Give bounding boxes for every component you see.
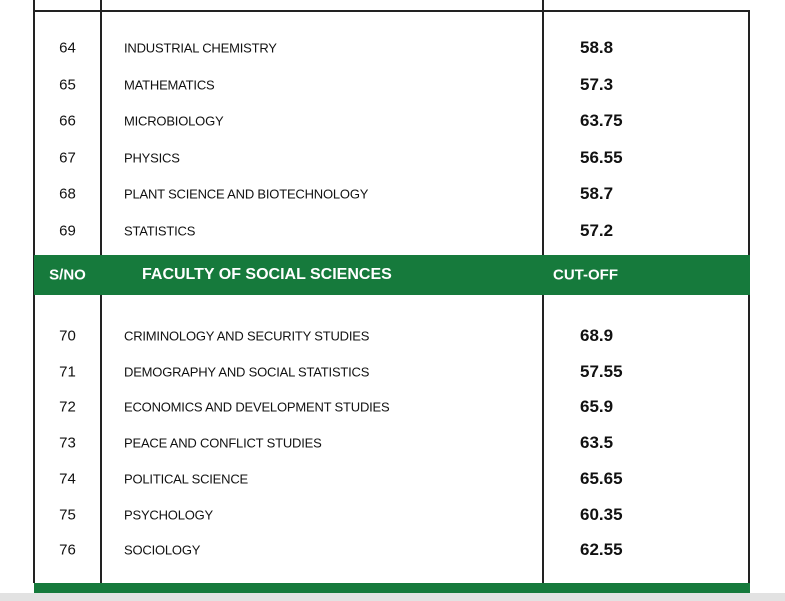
cut-off-score: 58.8	[580, 38, 614, 57]
department-name: INDUSTRIAL CHEMISTRY	[124, 40, 277, 56]
serial-number: 67	[59, 149, 76, 167]
cut-off-score: 65.65	[580, 468, 623, 488]
cut-off-score: 58.7	[580, 184, 614, 204]
serial-number: 74	[59, 470, 76, 488]
department-name: PEACE AND CONFLICT STUDIES	[124, 435, 322, 451]
cut-off-score: 57.2	[580, 221, 614, 240]
department-name: PSYCHOLOGY	[124, 507, 214, 522]
serial-number: 69	[59, 222, 76, 240]
header-faculty: FACULTY OF SOCIAL SCIENCES	[142, 266, 392, 283]
serial-number: 70	[59, 327, 76, 345]
serial-number: 71	[59, 363, 76, 381]
serial-number: 65	[59, 76, 76, 94]
cut-off-score: 56.55	[580, 147, 623, 167]
cut-off-score: 65.9	[580, 397, 614, 417]
cut-off-score: 57.3	[580, 74, 614, 94]
department-name: SOCIOLOGY	[124, 542, 201, 558]
serial-number: 75	[59, 506, 76, 523]
department-name: DEMOGRAPHY AND SOCIAL STATISTICS	[124, 364, 370, 380]
department-name: PHYSICS	[124, 150, 180, 166]
cut-off-score: 68.9	[580, 326, 614, 345]
table-border	[34, 10, 750, 12]
cut-off-score: 63.5	[580, 433, 614, 453]
serial-number: 72	[59, 398, 76, 416]
department-name: ECONOMICS AND DEVELOPMENT STUDIES	[124, 399, 390, 415]
department-name: STATISTICS	[124, 223, 196, 239]
cut-off-score: 57.55	[580, 361, 623, 381]
table-border	[748, 10, 750, 583]
department-name: POLITICAL SCIENCE	[124, 471, 248, 487]
bottom-strip	[0, 593, 785, 601]
department-name: MATHEMATICS	[124, 77, 215, 93]
header-cutoff: CUT-OFF	[553, 266, 618, 284]
department-name: PLANT SCIENCE AND BIOTECHNOLOGY	[124, 186, 369, 202]
department-name: CRIMINOLOGY AND SECURITY STUDIES	[124, 328, 370, 344]
serial-number: 76	[59, 541, 76, 559]
cut-off-score: 60.35	[580, 504, 623, 524]
serial-number: 68	[59, 185, 76, 203]
serial-number: 73	[59, 434, 76, 452]
department-name: MICROBIOLOGY	[124, 113, 224, 129]
serial-number: 66	[59, 112, 76, 130]
serial-number: 64	[59, 39, 76, 57]
cut-off-score: 63.75	[580, 111, 623, 131]
header-band	[34, 255, 750, 295]
footer-band	[34, 583, 750, 593]
cut-off-score: 62.55	[580, 540, 623, 560]
header-sno: S/NO	[49, 266, 86, 284]
